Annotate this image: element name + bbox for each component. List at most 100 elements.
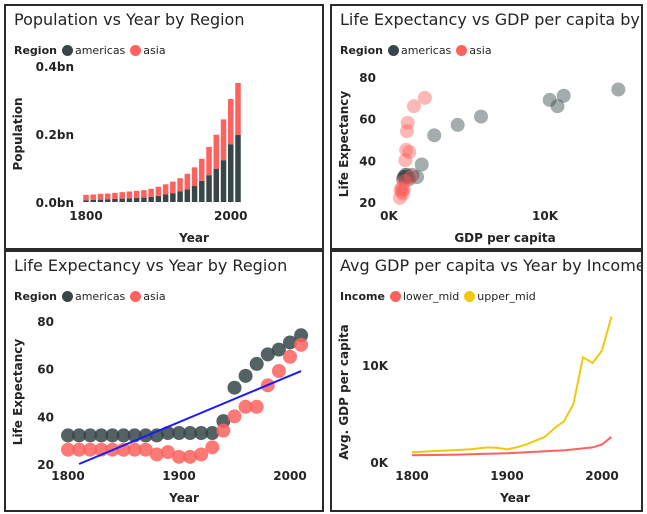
y-tick-label: 0.4bn	[36, 60, 74, 74]
point-asia	[183, 449, 198, 464]
x-tick-label: 1800	[51, 469, 84, 483]
bar-asia	[162, 184, 169, 195]
point-americas	[194, 426, 209, 441]
y-tick-label: 80	[359, 71, 376, 85]
point-asia	[172, 449, 186, 464]
chart-panel-lifeexp-year[interactable]: Life Expectancy vs Year by Region Region…	[4, 250, 324, 512]
bar-americas	[184, 189, 191, 202]
legend-item-americas[interactable]: americas	[61, 290, 125, 303]
bar-americas	[90, 199, 96, 202]
x-tick-label: 1900	[490, 469, 523, 483]
chart-plot-area: 0.0bn 0.2bn 0.4bn 1800 2000 Year Population	[11, 60, 247, 245]
chart-panel-population[interactable]: Population vs Year by Region Region amer…	[4, 4, 324, 250]
point-asia	[238, 399, 253, 414]
x-axis-title: Year	[499, 491, 530, 505]
chart-title: Avg GDP per capita vs Year by Income	[340, 256, 643, 275]
point-americas	[249, 356, 264, 371]
bar-asia	[191, 167, 198, 187]
point-asia	[393, 182, 408, 197]
bar-americas	[119, 198, 125, 202]
point-americas	[427, 128, 442, 143]
point-asia	[399, 142, 414, 157]
point-americas	[397, 170, 412, 184]
point-americas	[550, 99, 565, 114]
legend-title: Region	[340, 44, 383, 57]
point-americas	[396, 170, 411, 184]
point-americas	[83, 428, 98, 443]
x-tick-label: 2000	[273, 469, 306, 483]
legend-item-asia[interactable]: asia	[456, 44, 492, 57]
bar-asia	[148, 188, 154, 197]
x-tick-label: 2000	[585, 469, 618, 483]
legend-dot	[61, 45, 73, 56]
chart-legend: Region americas asia	[14, 290, 171, 303]
legend-item-asia[interactable]: asia	[130, 44, 166, 57]
point-asia	[394, 184, 409, 199]
point-americas	[402, 172, 417, 187]
point-asia	[149, 447, 164, 462]
point-americas	[398, 167, 413, 182]
bar-asia	[104, 193, 111, 200]
legend-dot	[61, 291, 73, 302]
y-tick-label: 20	[37, 458, 54, 472]
trend-line	[78, 370, 302, 465]
point-asia	[138, 442, 153, 457]
point-asia	[403, 170, 418, 184]
y-tick-label: 60	[37, 363, 54, 377]
point-americas	[410, 170, 425, 184]
bar-americas	[235, 135, 241, 202]
bar-asia	[155, 186, 162, 196]
point-americas	[283, 335, 297, 350]
y-tick-label: 60	[359, 113, 376, 127]
bar-asia	[184, 173, 191, 190]
point-asia	[127, 442, 142, 457]
bar-americas	[191, 186, 198, 202]
chart-plot-area: 20 40 60 80 0K 10K GDP per capita Life Expectan…	[337, 71, 626, 245]
legend-item-upper-mid[interactable]: upper_mid	[464, 290, 536, 303]
x-tick-label: 1900	[162, 469, 195, 483]
point-asia	[400, 115, 415, 130]
legend-dot	[130, 45, 142, 56]
point-asia	[396, 182, 411, 197]
point-americas	[116, 428, 131, 443]
legend-item-americas[interactable]: americas	[387, 44, 451, 57]
point-americas	[105, 428, 120, 443]
legend-item-asia[interactable]: asia	[130, 290, 166, 303]
legend-title: Region	[14, 290, 57, 303]
chart-panel-lifeexp-gdp[interactable]: Life Expectancy vs GDP per capita by R..…	[330, 4, 643, 250]
x-tick-label: 1800	[69, 209, 102, 223]
chart-panel-gdp-income[interactable]: Avg GDP per capita vs Year by Income Inc…	[330, 250, 643, 512]
legend-item-lower-mid[interactable]: lower_mid	[389, 290, 459, 303]
y-tick-label: 40	[37, 410, 54, 424]
point-americas	[183, 426, 198, 441]
chart-legend: Region americas asia	[340, 44, 497, 57]
point-americas	[556, 88, 571, 103]
legend-dot	[130, 291, 142, 302]
x-tick-label: 10K	[532, 209, 559, 223]
point-asia	[398, 153, 413, 168]
point-asia	[271, 364, 286, 379]
line-upper_mid	[411, 316, 613, 454]
chart-plot-area: 20 40 60 80 1800 1900 2000 Year Life Expectancy	[11, 315, 309, 505]
bar-americas	[228, 144, 234, 202]
point-americas	[94, 428, 109, 443]
point-americas	[160, 426, 175, 441]
point-americas	[227, 380, 242, 395]
bar-americas	[126, 198, 133, 202]
chart-title: Population vs Year by Region	[14, 10, 245, 29]
legend-item-americas[interactable]: americas	[61, 44, 125, 57]
x-axis-title: Year	[178, 231, 209, 245]
legend-title: Region	[14, 44, 57, 57]
x-tick-label: 1800	[395, 469, 428, 483]
y-axis-title: Avg. GDP per capita	[337, 324, 351, 459]
point-asia	[83, 442, 98, 457]
point-asia	[294, 337, 309, 352]
bar-americas	[83, 200, 89, 202]
y-tick-label: 80	[37, 315, 54, 329]
point-americas	[542, 92, 557, 107]
point-asia	[249, 399, 264, 414]
point-americas	[172, 426, 186, 441]
point-americas	[205, 426, 220, 441]
bar-americas	[104, 199, 111, 202]
bar-asia	[126, 191, 133, 199]
